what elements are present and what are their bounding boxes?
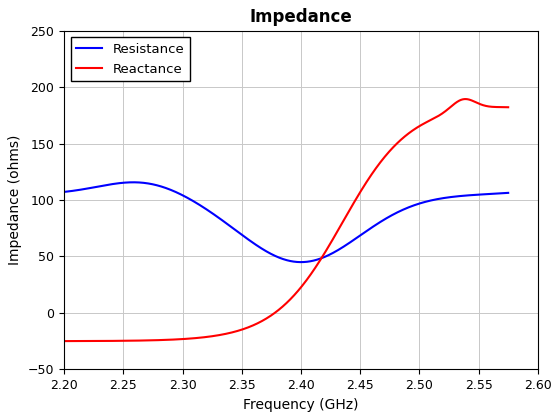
Line: Reactance: Reactance <box>64 99 508 341</box>
Y-axis label: Impedance (ohms): Impedance (ohms) <box>8 135 22 265</box>
Reactance <box>398 137 404 142</box>
Reactance <box>319 255 325 260</box>
Resistance <box>345 241 352 246</box>
Resistance <box>88 185 95 190</box>
Resistance <box>505 190 511 195</box>
Reactance <box>462 97 469 102</box>
Resistance <box>297 260 304 265</box>
Resistance <box>399 207 405 213</box>
Legend: Resistance, Reactance: Resistance, Reactance <box>71 37 190 81</box>
Resistance <box>320 255 326 260</box>
Resistance <box>444 195 451 200</box>
X-axis label: Frequency (GHz): Frequency (GHz) <box>243 398 359 412</box>
Reactance <box>344 212 351 217</box>
Reactance <box>60 339 67 344</box>
Reactance <box>88 339 95 344</box>
Reactance <box>505 105 511 110</box>
Resistance <box>332 249 338 255</box>
Title: Impedance: Impedance <box>250 8 352 26</box>
Resistance <box>130 180 137 185</box>
Line: Resistance: Resistance <box>64 182 508 262</box>
Reactance <box>443 108 450 113</box>
Reactance <box>330 235 337 240</box>
Resistance <box>60 189 67 194</box>
